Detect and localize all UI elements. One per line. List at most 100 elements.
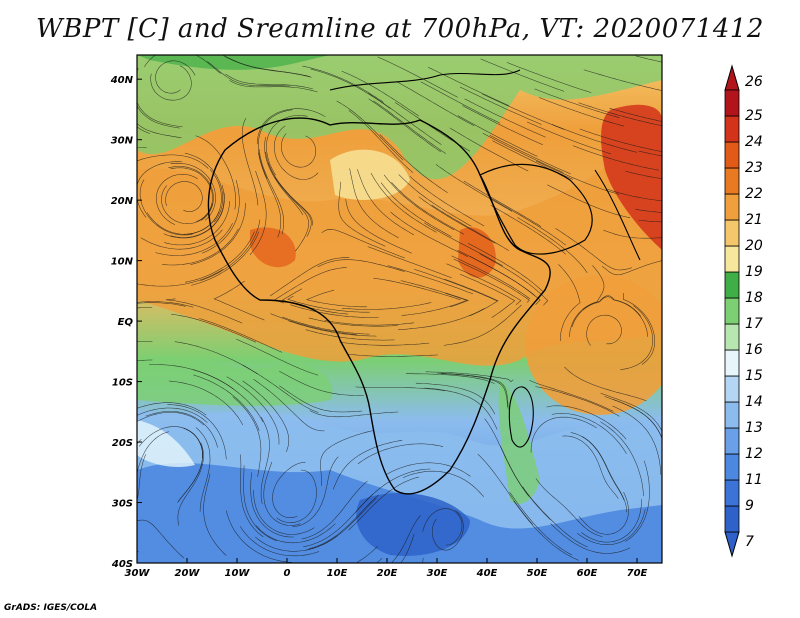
streamline: [431, 204, 510, 251]
streamlines: [137, 55, 662, 563]
streamline: [480, 58, 565, 92]
streamline: [569, 265, 605, 338]
streamline: [137, 301, 194, 308]
colorbar-label: 9: [745, 498, 754, 514]
streamline: [341, 70, 420, 117]
streamline: [168, 380, 244, 426]
streamline: [355, 386, 445, 392]
streamline: [137, 302, 186, 307]
streamline: [232, 396, 262, 477]
streamline: [562, 435, 619, 499]
streamline: [308, 317, 398, 327]
streamline: [377, 56, 458, 98]
streamline: [207, 61, 290, 87]
lon-tick-label: 30E: [427, 568, 448, 579]
streamline: [469, 256, 541, 305]
streamline: [137, 412, 204, 426]
colorbar-label: 26: [745, 74, 763, 90]
streamline: [550, 523, 631, 554]
streamline: [137, 268, 224, 287]
streamline: [177, 428, 203, 503]
streamline: [177, 442, 204, 526]
streamline: [260, 416, 270, 505]
streamline: [144, 55, 221, 74]
streamline: [137, 402, 207, 416]
streamline: [467, 243, 544, 292]
streamline: [463, 180, 542, 227]
streamline: [601, 260, 662, 276]
streamline: [530, 416, 597, 453]
lat-tick-label: 10S: [112, 378, 133, 389]
streamline: [539, 97, 624, 127]
streamline: [564, 366, 647, 402]
streamline: [170, 162, 216, 221]
colorbar-segment: [724, 115, 740, 143]
streamline: [453, 258, 530, 303]
streamline: [281, 133, 317, 168]
streamline: [367, 246, 452, 279]
streamline: [256, 108, 326, 145]
streamline: [440, 373, 509, 410]
streamline: [163, 192, 225, 239]
colorbar-bottom-arrow: [724, 531, 740, 558]
streamline: [272, 461, 306, 518]
field-ocean-gyre: [525, 275, 662, 415]
lat-tick-label: 30N: [111, 136, 134, 147]
streamline: [140, 229, 223, 250]
streamline: [239, 526, 320, 557]
streamline: [305, 329, 395, 341]
streamline: [415, 382, 496, 415]
streamline: [168, 166, 214, 221]
streamline: [571, 295, 641, 327]
streamline: [551, 413, 627, 454]
streamline: [522, 486, 588, 548]
streamline: [266, 115, 308, 176]
streamline: [274, 267, 347, 304]
lon-tick-label: 10W: [225, 568, 251, 579]
streamline: [321, 229, 405, 259]
lat-tick-label: 20N: [111, 196, 134, 207]
streamline: [240, 454, 264, 538]
streamline: [265, 151, 313, 226]
streamline: [253, 378, 325, 432]
streamline: [167, 404, 227, 460]
streamline: [137, 123, 182, 139]
streamline: [190, 202, 246, 265]
streamline: [226, 510, 292, 563]
streamline: [137, 154, 209, 169]
streamline: [164, 201, 230, 246]
lat-tick-label: 20S: [112, 438, 133, 449]
streamline: [509, 491, 573, 556]
streamline: [607, 189, 662, 202]
streamline: [489, 197, 566, 246]
streamline: [379, 134, 448, 194]
streamline: [451, 255, 531, 300]
india-coastline: [594, 169, 641, 261]
colorbar-label: 23: [745, 160, 763, 176]
streamline: [242, 380, 290, 452]
colorbar-label: 12: [745, 446, 763, 462]
colorbar-segment: [724, 141, 740, 169]
streamline: [424, 222, 503, 267]
lat-tick-label: 40N: [110, 75, 134, 86]
streamline: [370, 173, 437, 233]
colorbar-segment: [724, 219, 740, 247]
field-southwest-pale: [137, 420, 195, 467]
streamline: [150, 65, 192, 101]
streamline: [241, 118, 259, 206]
streamline: [623, 292, 655, 365]
streamline: [287, 295, 370, 313]
streamline: [414, 268, 498, 302]
streamline: [193, 374, 260, 431]
streamline: [431, 510, 464, 551]
colorbar-label: 17: [745, 316, 763, 332]
streamline: [292, 456, 339, 528]
streamline: [183, 169, 222, 235]
colorbar-label: 20: [745, 238, 763, 254]
streamline: [290, 304, 379, 318]
streamline: [427, 66, 510, 106]
streamline: [398, 174, 472, 227]
streamline: [400, 280, 469, 308]
streamline: [570, 432, 625, 501]
lon-tick-label: 20W: [175, 568, 201, 579]
